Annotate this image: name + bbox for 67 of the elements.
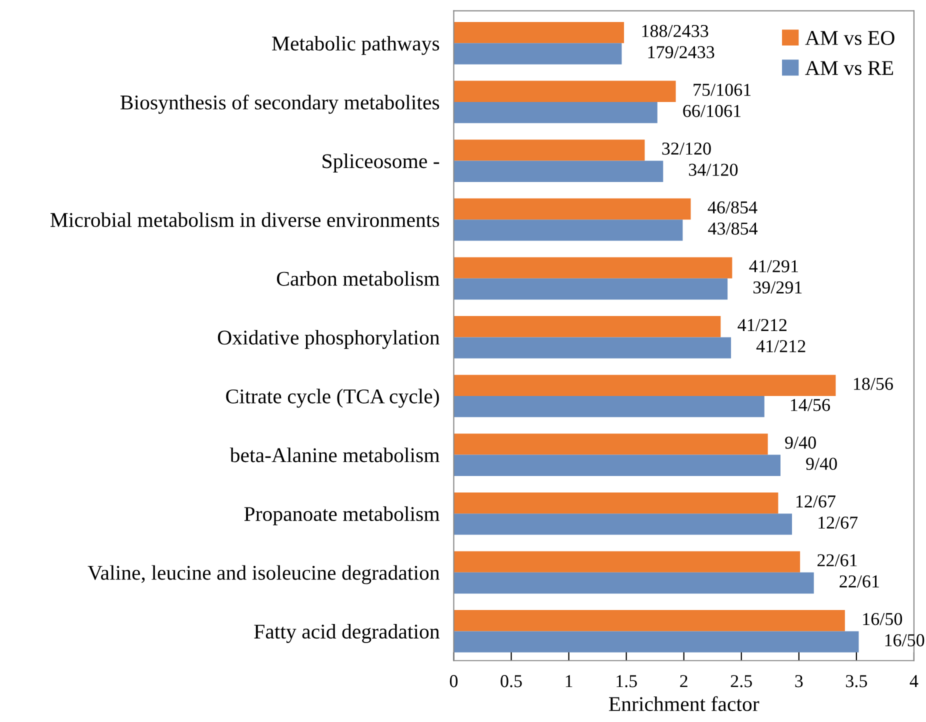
x-tick-label: 3: [795, 675, 803, 688]
bar: [454, 198, 691, 220]
bar: [454, 43, 622, 64]
y-tick-label: Spliceosome -: [322, 154, 440, 172]
bar: [454, 374, 836, 396]
data-label: 34/120: [689, 164, 738, 176]
bar: [454, 631, 859, 652]
bar: [454, 102, 658, 124]
data-label: 46/854: [708, 201, 758, 214]
data-label: 18/56: [854, 378, 893, 390]
data-label: 179/2433: [648, 46, 714, 58]
y-tick-label: beta-Alanine metabolism: [230, 448, 440, 462]
x-tick-label: 2: [680, 675, 688, 688]
data-label: 9/40: [785, 436, 816, 449]
data-label: 75/1061: [694, 84, 751, 96]
y-tick-label: Fatty acid degradation: [254, 624, 440, 643]
data-label: 22/61: [840, 575, 879, 588]
data-label: 43/854: [708, 222, 758, 235]
x-tick-label: 0.5: [500, 675, 522, 688]
x-tick-label: 1.5: [616, 675, 637, 688]
x-axis-title: Enrichment factor: [608, 696, 760, 712]
legend-label: AM vs RE: [805, 61, 894, 76]
y-tick-label: Carbon metabolism: [276, 271, 440, 286]
data-label: 41/212: [756, 340, 806, 352]
data-label: 66/1061: [683, 104, 740, 118]
data-label: 188/2433: [642, 24, 708, 38]
bar: [454, 572, 814, 594]
bar: [454, 434, 768, 455]
data-label: 32/120: [662, 142, 711, 155]
data-label: 14/56: [790, 398, 830, 412]
bar: [454, 316, 721, 338]
data-label: 41/291: [749, 260, 798, 272]
bar: [454, 551, 800, 572]
y-tick-label: Citrate cycle (TCA cycle): [226, 388, 439, 408]
data-label: 12/67: [818, 516, 858, 529]
bar: [454, 337, 732, 358]
bar: [454, 257, 732, 278]
y-tick-label: Propanoate metabolism: [244, 506, 440, 526]
x-tick-label: 3.5: [846, 675, 868, 688]
bar: [454, 514, 792, 535]
bar: [454, 454, 780, 476]
bar: [454, 140, 645, 161]
bar: [454, 80, 676, 102]
bar: [454, 278, 728, 300]
x-tick-label: 1: [566, 675, 572, 688]
data-label: 16/50: [863, 612, 902, 626]
bar: [454, 220, 683, 241]
y-tick-label: Biosynthesis of secondary metabolites: [120, 94, 440, 114]
bar: [454, 160, 664, 182]
x-tick-label: 0: [450, 675, 458, 688]
data-label: 16/50: [885, 634, 924, 646]
bar: [454, 22, 624, 44]
y-tick-label: Metabolic pathways: [272, 36, 440, 55]
y-tick-label: Valine, leucine and isoleucine degradation: [88, 565, 440, 584]
x-tick-label: 2.5: [730, 675, 752, 688]
legend-label: AM vs EO: [805, 30, 894, 45]
data-label: 12/67: [796, 495, 836, 508]
x-tick-label: 4: [910, 675, 918, 688]
data-label: 22/61: [818, 554, 857, 566]
y-tick-label: Microbial metabolism in diverse environments: [50, 212, 440, 228]
data-label: 41/212: [738, 319, 786, 332]
data-label: 9/40: [806, 458, 837, 470]
bar: [454, 492, 778, 514]
bar: [454, 396, 764, 418]
y-tick-label: Oxidative phosphorylation: [218, 330, 440, 349]
bar: [454, 610, 845, 632]
data-label: 39/291: [753, 281, 802, 294]
